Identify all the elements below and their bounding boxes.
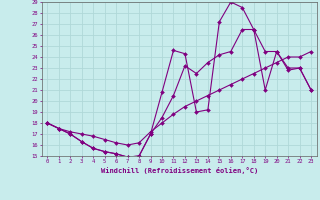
X-axis label: Windchill (Refroidissement éolien,°C): Windchill (Refroidissement éolien,°C) [100,167,258,174]
